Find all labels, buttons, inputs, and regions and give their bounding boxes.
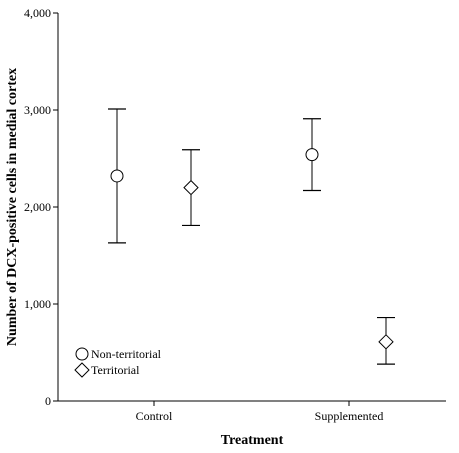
x-tick-label: Supplemented bbox=[315, 409, 384, 423]
x-axis-label: Treatment bbox=[221, 433, 284, 448]
y-axis-label: Number of DCX-positive cells in medial c… bbox=[5, 68, 20, 346]
legend-marker-diamond bbox=[74, 362, 90, 378]
y-tick-label: 4,000 bbox=[24, 6, 51, 20]
legend-label: Non-territorial bbox=[91, 347, 162, 361]
y-tick-label: 1,000 bbox=[24, 297, 51, 311]
legend-item: Territorial bbox=[74, 362, 140, 378]
y-ticks: 0 1,000 2,000 3,000 4,000 bbox=[24, 6, 58, 408]
x-tick-label: Control bbox=[136, 409, 173, 423]
y-tick-label: 3,000 bbox=[24, 103, 51, 117]
legend-label: Territorial bbox=[91, 363, 140, 377]
y-tick-label: 0 bbox=[45, 394, 51, 408]
error-bar-group bbox=[377, 316, 395, 365]
error-bar-group bbox=[108, 108, 126, 244]
legend: Non-territorial Territorial bbox=[74, 347, 162, 378]
legend-marker-circle bbox=[75, 347, 89, 361]
data-marks bbox=[108, 108, 395, 365]
legend-item: Non-territorial bbox=[75, 347, 162, 361]
data-point-circle bbox=[305, 148, 319, 162]
error-bar-group bbox=[182, 149, 200, 227]
data-point-circle bbox=[110, 169, 124, 183]
error-bar-group bbox=[303, 118, 321, 192]
y-tick-label: 2,000 bbox=[24, 200, 51, 214]
data-point-diamond bbox=[183, 179, 199, 196]
x-ticks: Control Supplemented bbox=[136, 401, 384, 423]
data-point-diamond bbox=[378, 334, 394, 350]
